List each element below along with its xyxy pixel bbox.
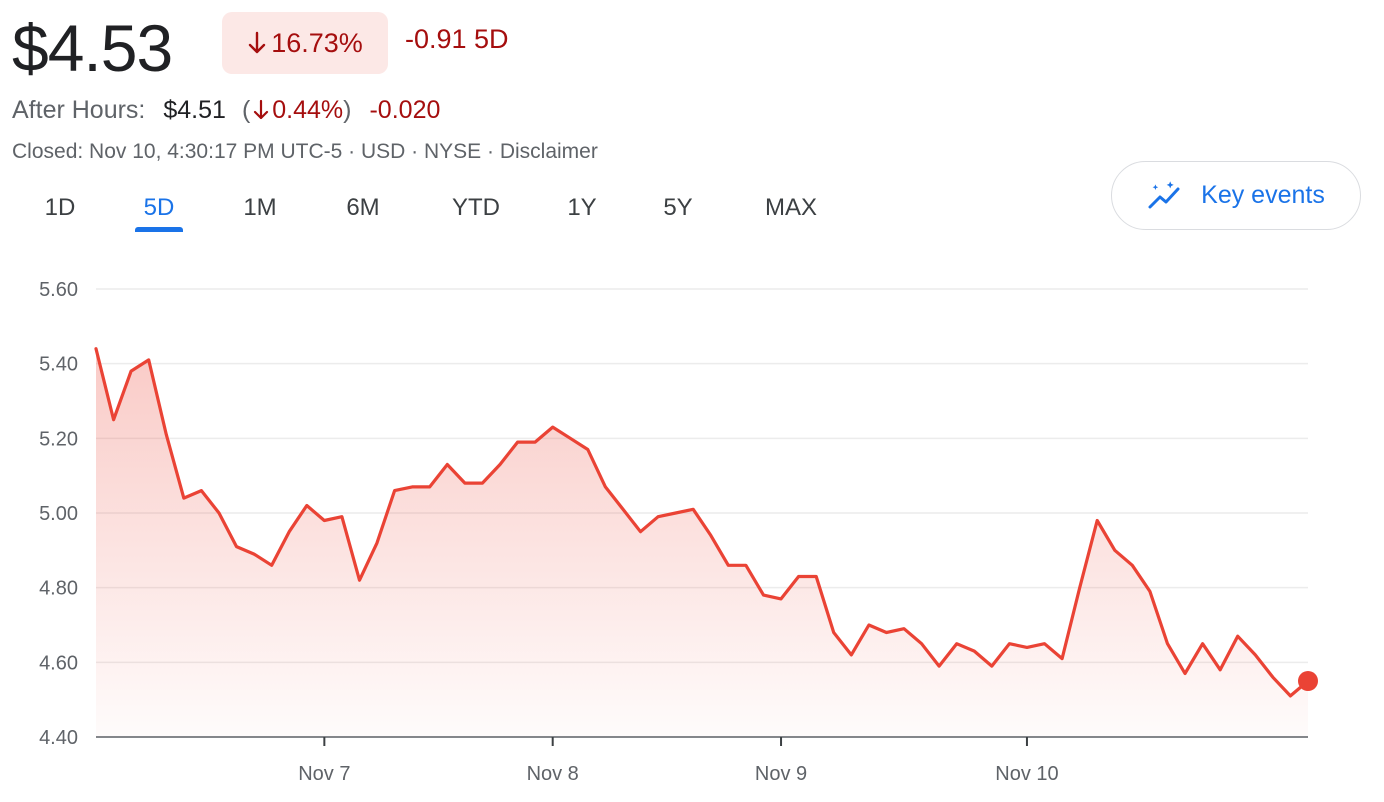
x-tick-label: Nov 10 [995,763,1058,785]
x-tick-label: Nov 7 [298,763,350,785]
key-events-button[interactable]: Key events [1111,161,1361,230]
current-price: $4.53 [12,11,173,85]
price-area [96,348,1308,737]
change-percent-badge: 16.73% [222,12,388,74]
tab-1y[interactable]: 1Y [567,194,597,221]
tab-1m[interactable]: 1M [243,194,277,221]
y-tick-label: 5.60 [39,279,78,301]
x-tick-label: Nov 8 [527,763,579,785]
y-tick-label: 4.80 [39,578,78,600]
y-tick-label: 4.60 [39,652,78,674]
arrow-down-icon [254,99,269,120]
sparkle-trend-icon [1148,180,1180,208]
tab-max[interactable]: MAX [764,194,817,221]
tab-5y[interactable]: 5Y [663,194,693,221]
y-tick-label: 4.40 [39,727,78,749]
market-status-info: Closed: Nov 10, 4:30:17 PM UTC-5 · USD ·… [12,140,598,163]
y-tick-label: 5.00 [39,503,78,525]
tab-6m[interactable]: 6M [346,194,380,221]
change-percent: 16.73% [271,27,363,58]
change-absolute: -0.91 5D [405,24,509,54]
after-hours-percent: (0.44%) [241,96,352,124]
tab-1d[interactable]: 1D [44,194,76,221]
tab-ytd[interactable]: YTD [452,194,500,221]
tab-5d[interactable]: 5D [135,188,183,232]
after-hours-label: After Hours: [12,96,146,124]
last-price-dot[interactable] [1298,671,1318,691]
after-hours-change: -0.020 [369,96,441,124]
after-hours-row: After Hours: $4.51 (0.44%) -0.020 [12,96,440,125]
y-tick-label: 5.40 [39,354,78,376]
price-chart: 5.60 5.40 5.20 5.00 4.80 4.60 4.40 Nov 7 Nov 8 N… [39,279,1318,785]
after-hours-percent-value: 0.44% [272,96,344,124]
price-line [94,347,1310,698]
arrow-down-icon [249,31,266,54]
after-hours-price: $4.51 [163,96,226,124]
x-tick-label: Nov 9 [755,763,807,785]
y-tick-label: 5.20 [39,428,78,450]
key-events-label: Key events [1201,181,1325,209]
